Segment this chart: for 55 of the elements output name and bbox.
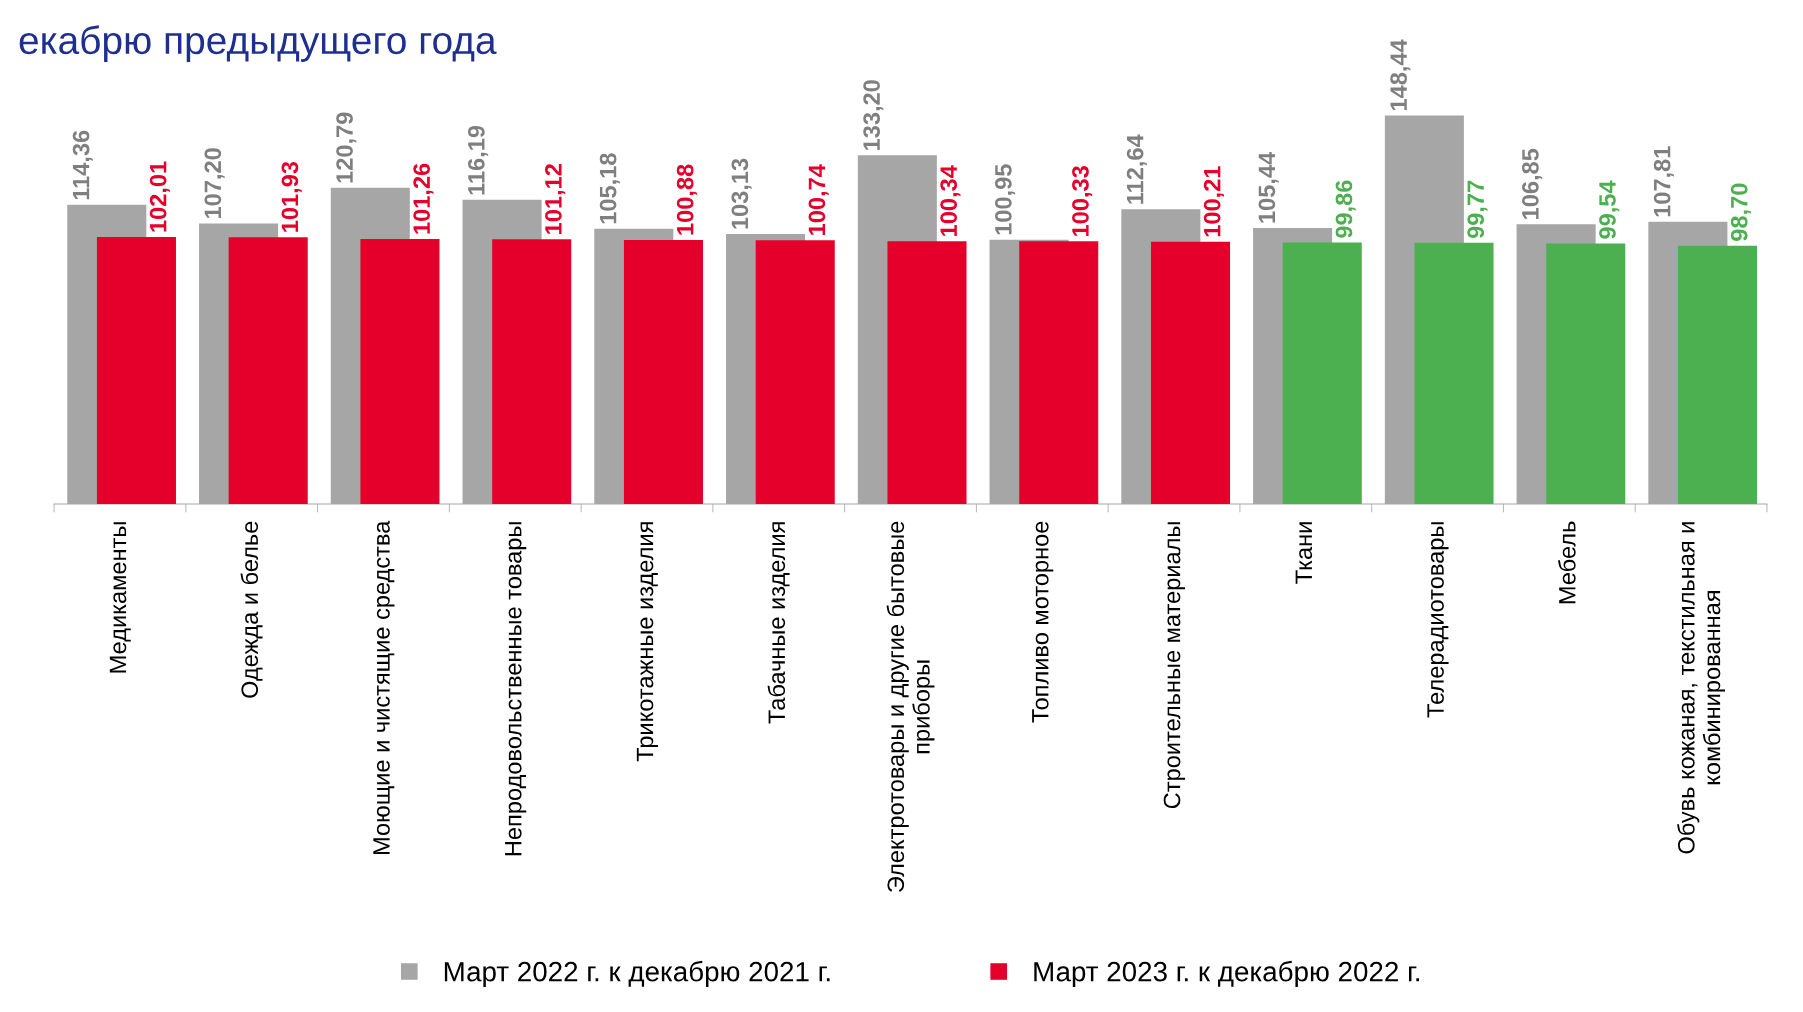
data-label: 100,95 — [995, 164, 1016, 235]
data-label: 107,20 — [204, 148, 225, 218]
legend-label: Март 2022 г. к декабрю 2021 г. — [444, 960, 830, 987]
data-label: 100,33 — [1072, 166, 1093, 236]
data-label: 100,21 — [1203, 166, 1224, 237]
bar — [1678, 245, 1758, 504]
data-label: 99,86 — [1335, 180, 1356, 238]
data-label: 120,79 — [336, 112, 357, 183]
legend-label: Март 2023 г. к декабрю 2022 г. — [1034, 960, 1419, 987]
x-tick-label: Непродовольственные товары — [505, 522, 527, 856]
bar — [1546, 243, 1626, 504]
chart-title: екабрю предыдущего года — [19, 25, 497, 62]
data-label: 105,44 — [1258, 151, 1279, 223]
data-label: 107,81 — [1653, 146, 1674, 217]
data-label: 100,34 — [940, 165, 961, 236]
data-label: 148,44 — [1390, 39, 1411, 111]
x-tick-label: Моющие и чистящие средства — [373, 520, 395, 855]
bar — [1414, 242, 1494, 504]
x-tick-label: Ткани — [1295, 522, 1313, 584]
x-tick-label: Телерадиотовары — [1427, 522, 1449, 718]
bar — [1282, 242, 1362, 504]
x-tick-label: Топливо моторное — [1032, 521, 1054, 723]
x-tick-label: Трикотажные изделия — [636, 522, 658, 762]
x-tick-label: Электротовары и другие бытовые приборы — [886, 521, 935, 892]
data-label: 100,74 — [808, 164, 829, 235]
x-tick-label: Табачные изделия — [767, 522, 790, 724]
data-label: 103,13 — [731, 158, 752, 229]
data-label: 116,19 — [467, 125, 489, 195]
data-label: 133,20 — [863, 80, 884, 150]
x-tick-label: Одежда и белье — [240, 521, 263, 698]
data-label: 99,54 — [1599, 180, 1620, 239]
data-label: 101,12 — [545, 164, 566, 234]
bar — [228, 237, 308, 504]
bar — [755, 240, 835, 504]
bar — [492, 239, 572, 504]
data-label: 101,93 — [281, 161, 302, 232]
x-tick-label: Строительные материалы — [1163, 522, 1186, 809]
bar — [96, 236, 176, 504]
x-tick-label: Медикаменты — [109, 522, 131, 673]
bar — [360, 238, 440, 504]
data-label: 106,85 — [1522, 148, 1543, 219]
bar — [623, 239, 703, 504]
data-label: 112,64 — [1126, 134, 1147, 204]
x-tick-label: Обувь кожаная, текстильная и комбинированная — [1677, 522, 1726, 854]
bar — [1150, 241, 1231, 504]
data-label: 102,01 — [149, 161, 170, 232]
bar — [887, 241, 967, 504]
data-label: 114,36 — [72, 130, 93, 200]
x-tick-label: Мебель — [1558, 521, 1576, 604]
bar — [1019, 241, 1099, 504]
data-label: 105,18 — [599, 153, 620, 224]
data-label: 99,77 — [1467, 180, 1488, 239]
data-label: 101,26 — [413, 163, 434, 234]
data-label: 98,70 — [1730, 183, 1752, 241]
data-label: 100,88 — [676, 164, 697, 235]
